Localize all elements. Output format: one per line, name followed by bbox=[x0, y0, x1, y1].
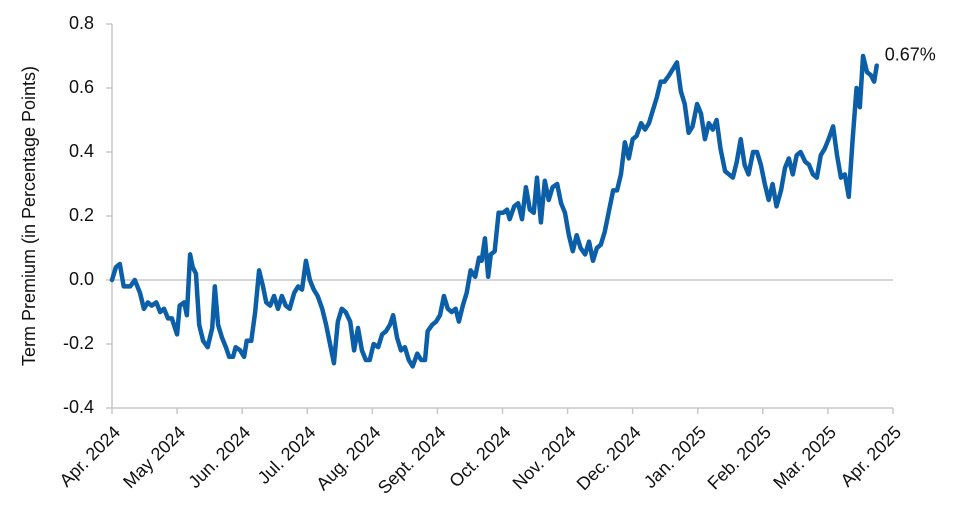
y-tick-label: 0.2 bbox=[69, 205, 94, 225]
y-tick-label: 0.8 bbox=[69, 13, 94, 33]
x-tick-label: Jul. 2024 bbox=[254, 422, 320, 488]
x-tick-label: Dec. 2024 bbox=[573, 422, 645, 494]
x-tick-label: Apr. 2025 bbox=[837, 422, 906, 491]
y-tick-label: 0.0 bbox=[69, 269, 94, 289]
x-tick-label: Jan. 2025 bbox=[640, 422, 710, 492]
line-series bbox=[109, 53, 879, 369]
y-tick-label: 0.6 bbox=[69, 77, 94, 97]
x-tick-label: Oct. 2024 bbox=[445, 422, 514, 491]
x-tick-label: Sept. 2024 bbox=[374, 422, 450, 498]
x-tick-label: Mar. 2025 bbox=[769, 422, 840, 493]
x-tick-label: Apr. 2024 bbox=[56, 422, 125, 491]
x-tick-label: May 2024 bbox=[119, 422, 189, 492]
x-tick-label: Jun. 2024 bbox=[184, 422, 254, 492]
x-tick-label: Feb. 2025 bbox=[704, 422, 775, 493]
y-tick-label: 0.4 bbox=[69, 141, 94, 161]
y-tick-label: -0.4 bbox=[63, 397, 94, 417]
y-tick-label: -0.2 bbox=[63, 333, 94, 353]
annotation: 0.67% bbox=[885, 44, 936, 64]
y-axis-label: Term Premium (in Percentage Points) bbox=[19, 66, 39, 366]
x-tick-label: Nov. 2024 bbox=[509, 422, 580, 493]
